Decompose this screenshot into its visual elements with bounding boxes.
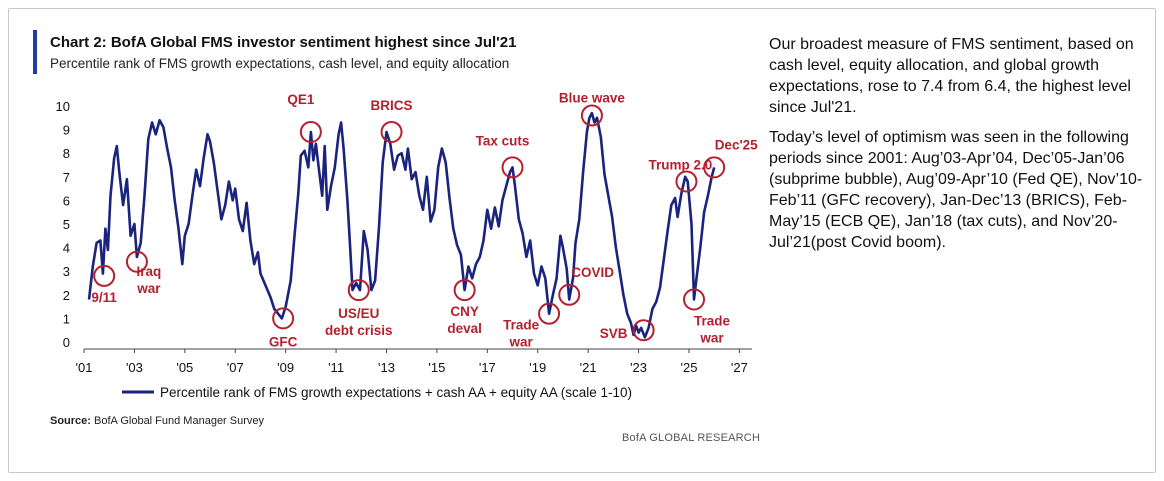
annotation-circle [703, 156, 726, 179]
annotation-circle [580, 104, 603, 127]
x-tick-label: '15 [428, 360, 445, 375]
y-tick-label: 9 [63, 123, 70, 138]
sentiment-line-chart: 0 1 2 3 4 5 6 7 8 9 10 '01 '03 '05 '07 '09 '11 '13 '15 '17 '… [56, 90, 759, 400]
annotation-label: 9/11 [91, 290, 117, 305]
annotation-circle [93, 264, 116, 287]
annotation-label: Trump 2.0 [648, 158, 712, 173]
annotation-circle [501, 156, 524, 179]
y-tick-label: 5 [63, 217, 70, 232]
x-tick-label: '23 [630, 360, 647, 375]
annotation-circle [453, 279, 476, 302]
annotation-circle [299, 120, 322, 143]
commentary-panel: Our broadest measure of FMS sentiment, b… [769, 34, 1144, 262]
annotation-circle [675, 170, 698, 193]
x-tick-label: '03 [126, 360, 143, 375]
chart-subtitle: Percentile rank of FMS growth expectatio… [50, 56, 510, 71]
annotation-label: Tax cuts [476, 133, 530, 148]
x-tick-label: '07 [227, 360, 244, 375]
annotation-circle [380, 120, 403, 143]
x-tick-label: '13 [378, 360, 395, 375]
panel-frame [8, 8, 1156, 473]
source-text: BofA Global Fund Manager Survey [94, 415, 265, 427]
chart-title: Chart 2: BofA Global FMS investor sentim… [50, 34, 517, 51]
series-line [87, 111, 716, 339]
annotation-label: GFC [269, 334, 298, 349]
annotation-circle [125, 250, 148, 273]
annotation-label: Dec'25 [715, 137, 758, 152]
brand-footer: BofA GLOBAL RESEARCH [622, 432, 761, 444]
annotation-circle [538, 302, 561, 325]
annotation-label: Trade war [694, 314, 731, 346]
y-tick-label: 10 [56, 99, 70, 114]
x-tick-label: '21 [580, 360, 597, 375]
annotation-label: US/EU debt crisis [325, 306, 393, 338]
annotation-label: Iraq war [136, 264, 161, 296]
annotation-label: CNY deval [447, 304, 482, 336]
x-tick-label: '19 [529, 360, 546, 375]
annotation-label: SVB [600, 326, 628, 341]
y-tick-label: 8 [63, 146, 70, 161]
legend-label: Percentile rank of FMS growth expectatio… [160, 385, 632, 400]
y-tick-label: 6 [63, 193, 70, 208]
source-note: Source: BofA Global Fund Manager Survey [50, 415, 264, 427]
y-tick-label: 2 [63, 288, 70, 303]
y-tick-label: 0 [63, 335, 70, 350]
y-tick-label: 4 [63, 241, 70, 256]
x-tick-label: '11 [328, 360, 344, 375]
y-tick-label: 1 [63, 311, 70, 326]
x-tick-label: '09 [277, 360, 294, 375]
annotation-circle [347, 279, 370, 302]
annotation-circle [683, 288, 706, 311]
x-tick-label: '27 [731, 360, 748, 375]
x-tick-label: '01 [76, 360, 93, 375]
annotation-circle [632, 319, 655, 342]
annotation-label: Trade war [503, 318, 540, 350]
annotation-circle [272, 307, 295, 330]
y-tick-label: 3 [63, 264, 70, 279]
commentary-paragraph-1: Our broadest measure of FMS sentiment, b… [769, 36, 1134, 116]
annotation-label: QE1 [287, 92, 315, 107]
x-tick-label: '05 [176, 360, 193, 375]
commentary-paragraph-2: Today’s level of optimism was seen in th… [769, 129, 1143, 251]
x-tick-label: '17 [479, 360, 496, 375]
x-tick-label: '25 [681, 360, 698, 375]
title-accent-bar [33, 30, 37, 74]
source-label: Source: [50, 415, 91, 427]
y-tick-label: 7 [63, 170, 70, 185]
annotation-label: Blue wave [559, 90, 626, 105]
annotation-label: BRICS [371, 98, 413, 113]
annotation-circle [558, 283, 581, 306]
annotation-label: COVID [571, 265, 614, 280]
